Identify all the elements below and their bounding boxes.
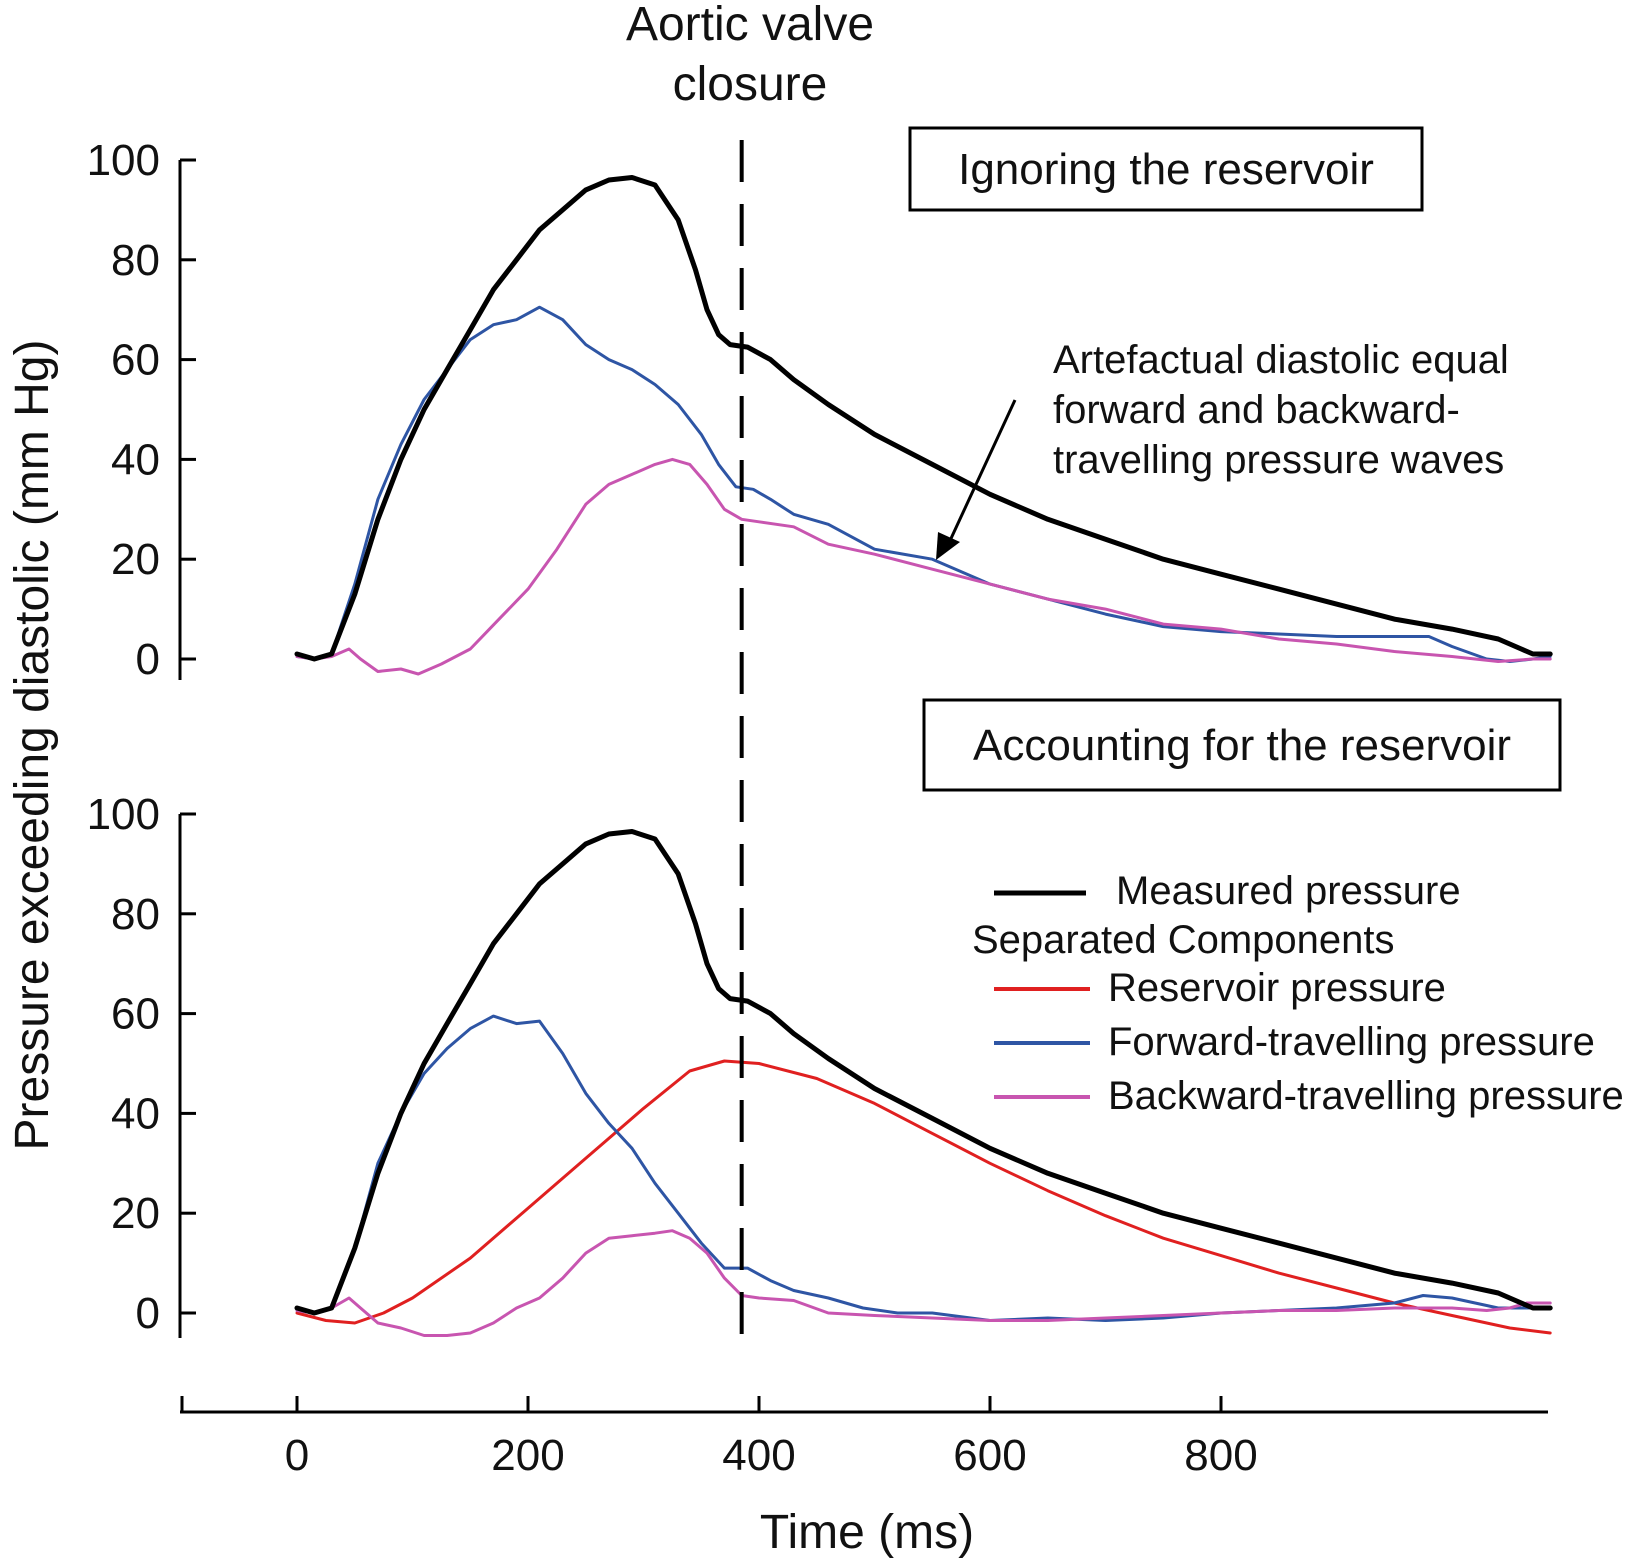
annotation-line1: Artefactual diastolic equal bbox=[1053, 338, 1509, 382]
series-line-bottom-measured bbox=[294, 829, 1553, 1316]
y-tick-label-top-40: 40 bbox=[111, 435, 160, 484]
y-tick-label-top-60: 60 bbox=[111, 336, 160, 385]
panel-label-box-top: Ignoring the reservoir bbox=[908, 126, 1424, 212]
annotation-line2: forward and backward- bbox=[1053, 388, 1460, 432]
y-tick-label-bottom-60: 60 bbox=[111, 990, 160, 1039]
y-tick-label-top-0: 0 bbox=[136, 635, 160, 684]
series-line-bottom-backward bbox=[295, 1229, 1552, 1337]
series-group-bottom bbox=[294, 829, 1553, 1337]
panel-bottom: 0 20 40 60 80 100 Accounting for the reservoi… bbox=[87, 698, 1624, 1338]
series-line-bottom-forward bbox=[295, 1014, 1552, 1322]
y-tick-label-top-100: 100 bbox=[87, 136, 160, 185]
legend-label-reservoir: Reservoir pressure bbox=[1108, 966, 1446, 1010]
x-axis: 0 200 400 600 800 Time (ms) bbox=[180, 1396, 1548, 1559]
y-tick-label-bottom-40: 40 bbox=[111, 1089, 160, 1138]
legend-label-forward: Forward-travelling pressure bbox=[1108, 1020, 1595, 1064]
y-tick-label-bottom-80: 80 bbox=[111, 890, 160, 939]
y-tick-label-bottom-100: 100 bbox=[87, 790, 160, 839]
y-ticks-top: 0 20 40 60 80 100 bbox=[87, 136, 196, 684]
y-axis-title: Pressure exceeding diastolic (mm Hg) bbox=[6, 340, 59, 1151]
series-line-bottom-reservoir bbox=[295, 1059, 1552, 1335]
legend: Measured pressure Separated Components R… bbox=[972, 869, 1624, 1118]
y-tick-label-bottom-0: 0 bbox=[136, 1289, 160, 1338]
x-tick-label-600: 600 bbox=[953, 1431, 1026, 1480]
series-line-top-backward bbox=[295, 457, 1552, 676]
x-axis-title: Time (ms) bbox=[760, 1506, 974, 1559]
y-tick-label-top-20: 20 bbox=[111, 535, 160, 584]
x-tick-label-400: 400 bbox=[722, 1431, 795, 1480]
annotation-arrow-head bbox=[936, 532, 960, 560]
x-ticks: 0 200 400 600 800 bbox=[180, 1396, 1258, 1480]
vline-label-line2: closure bbox=[673, 58, 828, 111]
legend-group-title: Separated Components bbox=[972, 918, 1395, 962]
series-line-top-measured bbox=[294, 175, 1553, 662]
panel-label-box-bottom: Accounting for the reservoir bbox=[922, 698, 1562, 792]
annotation-arrow-shaft bbox=[946, 399, 1017, 546]
y-tick-label-top-80: 80 bbox=[111, 236, 160, 285]
x-tick-label-200: 200 bbox=[491, 1431, 564, 1480]
x-tick-label-0: 0 bbox=[285, 1431, 309, 1480]
y-ticks-bottom: 0 20 40 60 80 100 bbox=[87, 790, 196, 1338]
y-tick-label-bottom-20: 20 bbox=[111, 1189, 160, 1238]
panel-top: 0 20 40 60 80 100 Ignoring the reservoir Arte… bbox=[87, 126, 1553, 684]
panel-label-bottom: Accounting for the reservoir bbox=[973, 721, 1511, 770]
x-tick-label-800: 800 bbox=[1184, 1431, 1257, 1480]
vline-label-line1: Aortic valve bbox=[626, 0, 874, 51]
series-group-top bbox=[294, 175, 1553, 676]
legend-label-backward: Backward-travelling pressure bbox=[1108, 1074, 1624, 1118]
legend-label-measured: Measured pressure bbox=[1116, 869, 1461, 913]
annotation-line3: travelling pressure waves bbox=[1053, 438, 1504, 482]
panel-label-top: Ignoring the reservoir bbox=[958, 145, 1374, 194]
